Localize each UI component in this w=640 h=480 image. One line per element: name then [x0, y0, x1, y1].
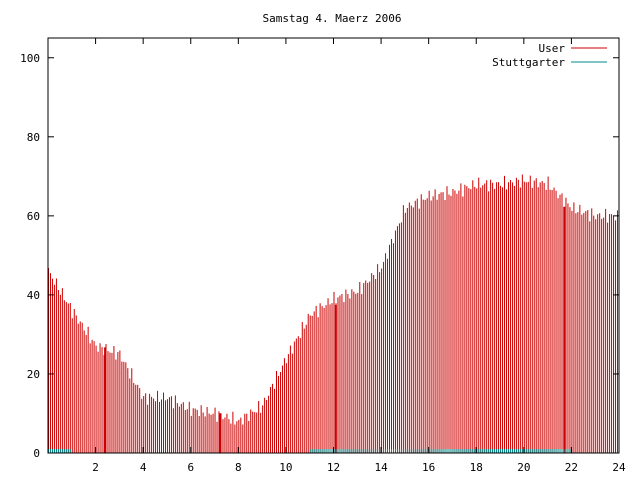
y-tick-label: 0	[33, 447, 40, 460]
x-tick-label: 18	[470, 461, 483, 474]
chart-title: Samstag 4. Maerz 2006	[262, 12, 401, 25]
x-axis: 2 4 6 8 10 12 14 16 18 20 22 24	[92, 38, 626, 474]
x-tick-label: 6	[187, 461, 194, 474]
legend: User Stuttgarter	[492, 42, 607, 69]
y-tick-label: 20	[27, 368, 40, 381]
stuttgarter-series	[48, 449, 571, 453]
y-tick-label: 60	[27, 210, 40, 223]
x-tick-label: 2	[92, 461, 99, 474]
x-tick-label: 16	[422, 461, 435, 474]
y-tick-label: 100	[20, 52, 40, 65]
legend-label-stuttgarter: Stuttgarter	[492, 56, 565, 69]
x-tick-label: 20	[517, 461, 530, 474]
legend-label-user: User	[539, 42, 566, 55]
x-tick-label: 4	[140, 461, 147, 474]
x-tick-label: 14	[374, 461, 388, 474]
x-tick-label: 22	[565, 461, 578, 474]
y-tick-label: 40	[27, 289, 40, 302]
y-axis: 0 20 40 60 80 100	[20, 52, 619, 460]
x-tick-label: 8	[235, 461, 242, 474]
x-tick-label: 24	[612, 461, 626, 474]
x-tick-label: 12	[327, 461, 340, 474]
user-series	[48, 174, 619, 453]
x-tick-label: 10	[279, 461, 292, 474]
y-tick-label: 80	[27, 131, 40, 144]
